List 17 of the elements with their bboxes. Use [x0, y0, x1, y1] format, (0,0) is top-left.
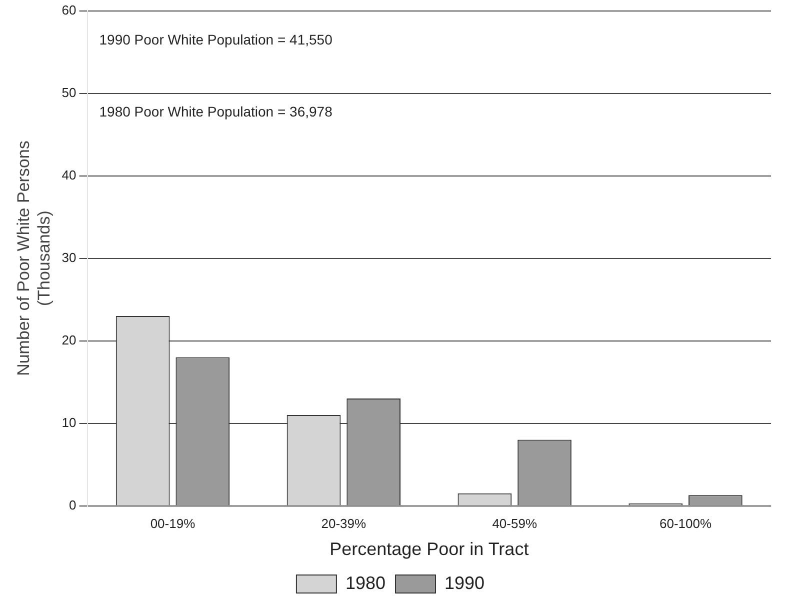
x-tick-label: 40-59% [492, 516, 538, 532]
y-tick-label: 60 [62, 2, 76, 18]
annotation: 1980 Poor White Population = 36,978 [99, 104, 333, 120]
y-axis-title: Number of Poor White Persons (Thousands) [14, 140, 54, 376]
x-tick-label: 20-39% [321, 516, 367, 532]
y-tick-label: 0 [69, 497, 76, 512]
x-axis-title: Percentage Poor in Tract [330, 539, 529, 560]
x-tick-label: 60-100% [660, 516, 712, 532]
legend-label: 1990 [444, 572, 485, 593]
y-tick-label: 20 [62, 332, 76, 348]
y-tick-label: 30 [62, 250, 76, 265]
y-tick-label: 50 [62, 84, 76, 100]
y-tick-label: 40 [62, 167, 76, 182]
annotation: 1990 Poor White Population = 41,550 [99, 32, 333, 48]
y-tick-label: 10 [62, 414, 76, 430]
legend-label: 1980 [345, 572, 386, 593]
x-tick-label: 00-19% [150, 516, 196, 532]
